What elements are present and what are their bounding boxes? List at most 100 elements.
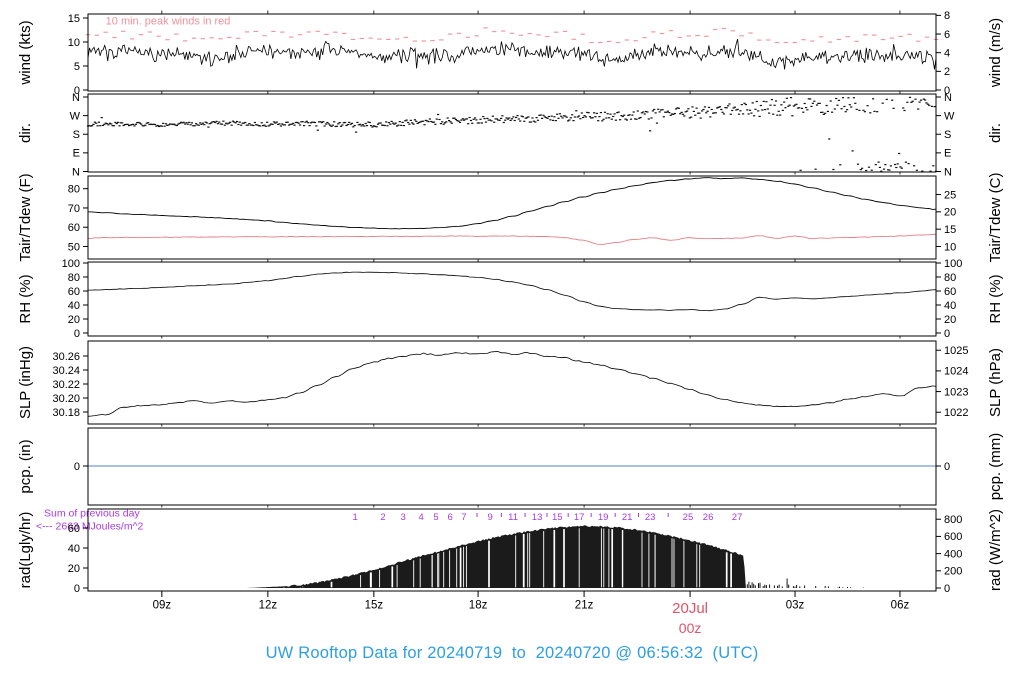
svg-text:2: 2 [380, 512, 385, 523]
svg-text:RH (%): RH (%) [987, 274, 1004, 323]
svg-text:40: 40 [944, 300, 956, 312]
svg-text:800: 800 [944, 514, 962, 526]
svg-text:pcp. (in): pcp. (in) [17, 439, 34, 493]
svg-text:N: N [944, 166, 952, 178]
svg-text:10: 10 [68, 37, 80, 49]
svg-text:12z: 12z [259, 600, 278, 612]
panel-wind: 10 min. peak winds in red 0 5 10 15 0 2 4 6 8 wind… [17, 10, 1004, 97]
svg-text:09z: 09z [153, 600, 172, 612]
svg-text:25: 25 [944, 189, 956, 201]
svg-text:2: 2 [944, 66, 950, 78]
svg-text:0: 0 [944, 328, 950, 340]
svg-text:10: 10 [944, 241, 956, 253]
svg-text:RH (%): RH (%) [17, 274, 34, 323]
svg-text:SLP (hPa): SLP (hPa) [987, 348, 1004, 417]
svg-text:00z: 00z [679, 620, 702, 636]
svg-text:30.20: 30.20 [52, 393, 80, 405]
svg-text:1025: 1025 [944, 345, 968, 357]
svg-text:0: 0 [74, 328, 80, 340]
svg-text:15: 15 [68, 13, 80, 25]
svg-text:23: 23 [645, 512, 656, 523]
svg-text:600: 600 [944, 531, 962, 543]
svg-text:80: 80 [68, 272, 80, 284]
svg-text:1023: 1023 [944, 386, 968, 398]
svg-text:5: 5 [74, 61, 80, 73]
svg-text:10 min. peak winds in red: 10 min. peak winds in red [106, 16, 231, 28]
svg-text:11: 11 [508, 512, 518, 523]
svg-text:0: 0 [74, 85, 80, 97]
svg-text:80: 80 [68, 184, 80, 196]
svg-text:N: N [944, 92, 952, 104]
panel-slp: 30.18 30.20 30.22 30.24 30.26 1022 1023 1024 102… [17, 340, 1004, 427]
svg-text:rad(Lgly/hr): rad(Lgly/hr) [17, 512, 34, 589]
svg-text:100: 100 [944, 258, 962, 270]
svg-text:30.24: 30.24 [52, 365, 80, 377]
svg-text:0: 0 [74, 461, 80, 473]
svg-text:E: E [944, 148, 951, 160]
svg-text:17: 17 [574, 512, 585, 523]
svg-text:20: 20 [944, 207, 956, 219]
svg-text:Tair/Tdew (C): Tair/Tdew (C) [987, 172, 1004, 262]
svg-text:20Jul: 20Jul [672, 600, 708, 617]
figure-title: UW Rooftop Data for 20240719 to 20240720… [265, 644, 759, 662]
svg-text:0: 0 [74, 583, 80, 595]
svg-text:1: 1 [352, 512, 357, 523]
svg-text:100: 100 [62, 258, 80, 270]
svg-text:rad (W/m^2): rad (W/m^2) [987, 509, 1004, 591]
svg-text:06z: 06z [891, 600, 910, 612]
svg-text:dir.: dir. [17, 123, 34, 143]
panel-rh: 0 20 40 60 80 100 0 20 40 60 80 100 RH (%) RH (%) [17, 258, 1004, 340]
svg-text:13: 13 [532, 512, 543, 523]
svg-text:wind (kts): wind (kts) [17, 20, 34, 85]
svg-text:15: 15 [944, 224, 956, 236]
svg-text:6: 6 [944, 29, 950, 41]
svg-text:15z: 15z [365, 600, 384, 612]
svg-text:70: 70 [68, 203, 80, 215]
svg-text:50: 50 [68, 241, 80, 253]
svg-text:1024: 1024 [944, 366, 968, 378]
svg-text:30.22: 30.22 [52, 379, 80, 391]
panel-pcp: 0 0 pcp. (in) pcp. (mm) [17, 427, 1004, 508]
svg-text:20: 20 [68, 563, 80, 575]
svg-text:21: 21 [622, 512, 633, 523]
svg-text:1022: 1022 [944, 407, 968, 419]
svg-text:S: S [944, 129, 951, 141]
svg-text:20: 20 [944, 314, 956, 326]
svg-text:60: 60 [68, 523, 80, 535]
svg-text:9: 9 [487, 512, 492, 523]
svg-text:400: 400 [944, 548, 962, 560]
svg-text:E: E [73, 148, 80, 160]
svg-text:SLP (inHg): SLP (inHg) [17, 346, 34, 419]
svg-text:0: 0 [944, 85, 950, 97]
svg-text:25: 25 [683, 512, 694, 523]
svg-text:60: 60 [68, 222, 80, 234]
svg-text:80: 80 [944, 272, 956, 284]
svg-text:27: 27 [732, 512, 743, 523]
svg-text:W: W [944, 110, 955, 122]
time-axis: 09z 12z 15z 18z 21z 03z 06z 20Jul 00z [153, 591, 910, 636]
svg-text:19: 19 [598, 512, 609, 523]
svg-text:18z: 18z [469, 600, 488, 612]
svg-text:wind (m/s): wind (m/s) [987, 18, 1004, 88]
svg-text:3: 3 [401, 512, 406, 523]
svg-text:200: 200 [944, 566, 962, 578]
svg-text:N: N [72, 166, 80, 178]
svg-text:5: 5 [433, 512, 438, 523]
svg-text:60: 60 [68, 286, 80, 298]
svg-text:40: 40 [68, 543, 80, 555]
svg-text:pcp. (mm): pcp. (mm) [987, 433, 1004, 501]
svg-text:8: 8 [944, 10, 950, 22]
svg-text:4: 4 [419, 512, 424, 523]
svg-text:6: 6 [448, 512, 453, 523]
svg-text:4: 4 [944, 47, 950, 59]
svg-text:30.18: 30.18 [52, 407, 80, 419]
svg-text:N: N [72, 92, 80, 104]
svg-text:30.26: 30.26 [52, 351, 80, 363]
svg-text:60: 60 [944, 286, 956, 298]
svg-text:Sum of previous day: Sum of previous day [44, 508, 140, 520]
svg-text:21z: 21z [575, 600, 594, 612]
